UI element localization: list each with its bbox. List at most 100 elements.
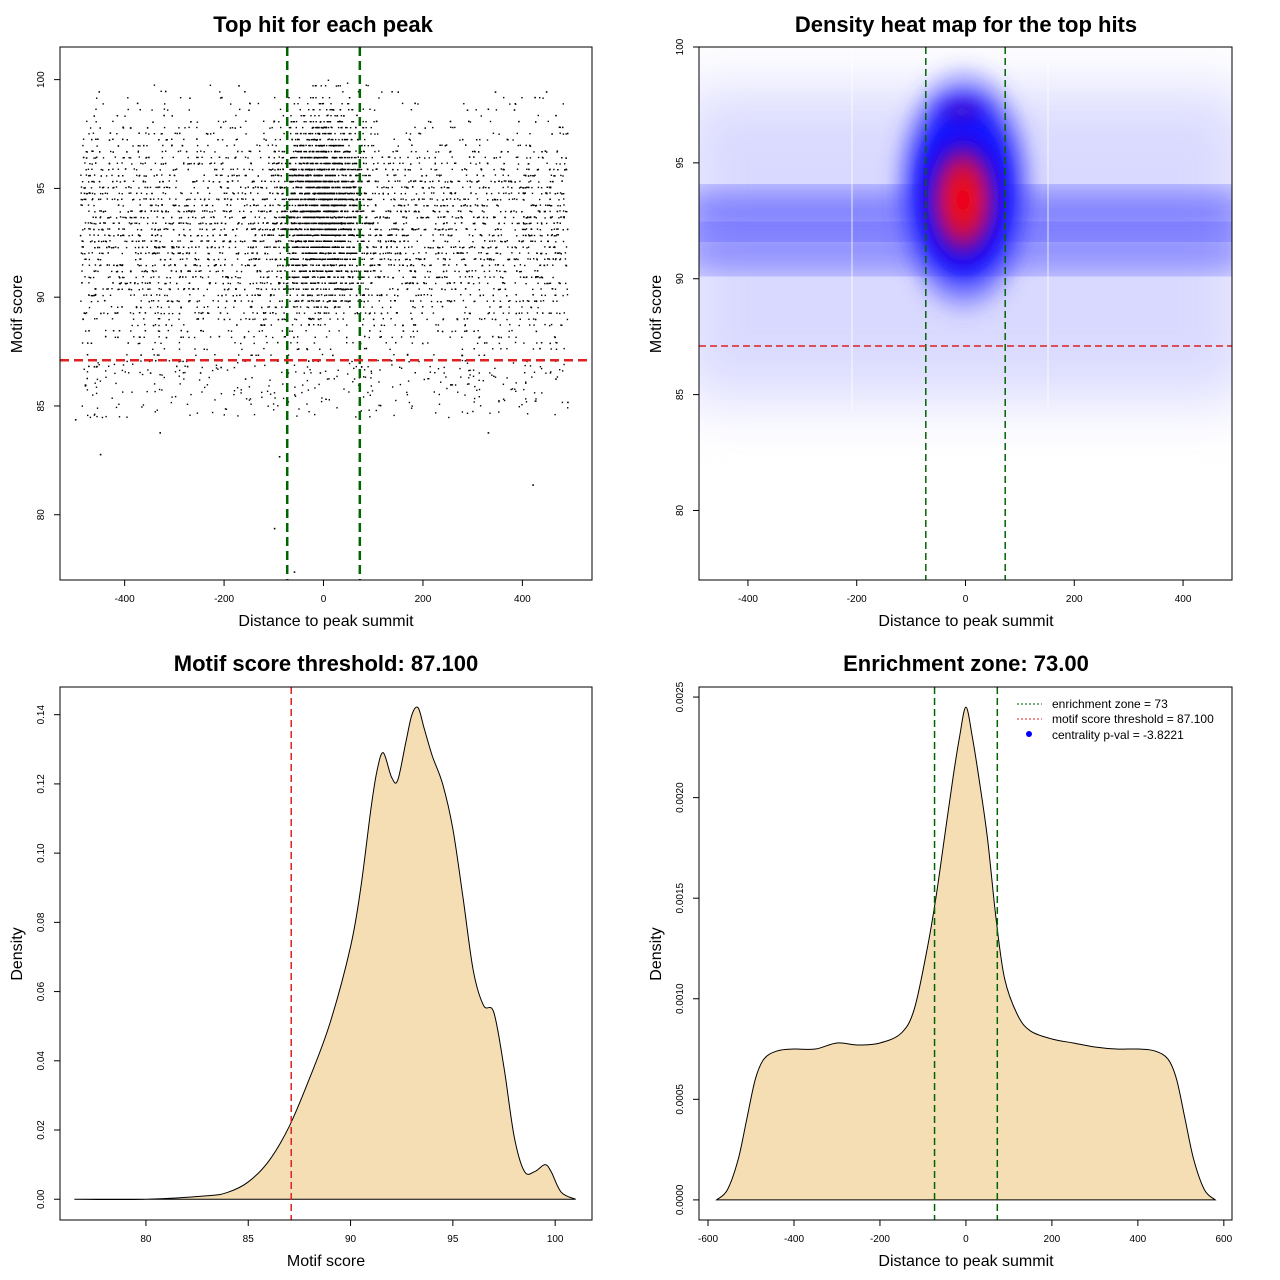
scatter-point [469,294,472,296]
scatter-point [144,186,146,189]
scatter-point [532,175,534,177]
scatter-point [389,210,392,212]
scatter-point [137,151,139,153]
scatter-point [182,246,185,248]
scatter-point [514,103,516,105]
scatter-point [554,193,557,195]
scatter-point [257,204,259,206]
scatter-point [217,120,220,123]
scatter-point [250,228,253,230]
scatter-point [155,186,157,189]
scatter-point [536,169,539,171]
scatter-point [489,240,491,242]
scatter-point [228,288,230,290]
scatter-point [536,222,539,224]
scatter-point [494,216,496,219]
scatter-point [451,228,453,230]
scatter-point [192,181,194,183]
scatter-point [450,301,452,303]
scatter-point [182,253,184,255]
scatter-point [256,252,258,254]
scatter-point [93,157,95,159]
scatter-point [387,258,390,260]
scatter-point [374,270,376,272]
scatter-point [537,306,539,309]
scatter-point [484,318,486,320]
scatter-point [510,210,513,212]
scatter-point [397,145,399,147]
scatter-point [331,162,334,165]
scatter-point [140,252,142,254]
scatter-point [81,282,83,284]
scatter-point [516,270,518,272]
scatter-point [217,300,219,302]
scatter-point [81,204,83,206]
scatter-point [363,264,365,266]
scatter-point [167,252,169,254]
scatter-point [496,199,499,201]
scatter-point [277,228,279,230]
scatter-point [281,193,283,195]
scatter-point [391,234,393,236]
scatter-point [240,270,243,273]
scatter-point [262,222,264,224]
scatter-point [489,372,491,374]
scatter-point [516,132,518,135]
scatter-point [294,150,297,152]
scatter-point [561,180,563,182]
scatter-point [283,205,285,207]
scatter-point [414,270,416,272]
scatter-point [442,199,444,201]
scatter-point [178,276,181,279]
scatter-point [82,138,85,140]
scatter-point [330,126,332,128]
scatter-point [244,156,247,158]
scatter-point [226,210,228,213]
scatter-point [226,204,228,206]
scatter-point [397,229,400,231]
scatter-point [372,258,374,260]
scatter-point [152,121,154,123]
scatter-point [135,252,137,254]
scatter-point [176,282,178,285]
scatter-point [512,216,515,219]
scatter-point [344,216,346,219]
scatter-point [257,210,260,212]
scatter-point [212,300,214,302]
scatter-point [209,211,211,213]
scatter-point [165,162,167,165]
scatter-point [188,109,190,111]
scatter-point [405,252,407,255]
scatter-point [423,282,426,285]
scatter-point [305,282,307,284]
scatter-point [529,133,531,135]
scatter-point [508,330,510,332]
scatter-point [365,347,368,350]
scatter-point [270,294,273,296]
scatter-point [465,264,467,266]
scatter-point [493,300,495,302]
scatter-point [85,312,88,314]
scatter-point [91,222,93,225]
scatter-point [273,222,275,225]
scatter-point [446,198,448,200]
scatter-point [403,204,406,207]
scatter-point [143,217,145,219]
scatter-point [541,193,543,195]
scatter-point [471,270,473,272]
scatter-point [227,181,229,183]
scatter-point [271,126,273,129]
scatter-point [322,127,324,129]
scatter-point [139,371,141,374]
scatter-point [120,235,122,237]
scatter-point [461,258,463,261]
scatter-point [157,300,160,302]
scatter-point [288,288,290,290]
scatter-point [230,198,232,201]
scatter-point [90,187,93,189]
scatter-point [225,300,228,302]
scatter-point [360,282,362,284]
scatter-point [350,174,352,177]
scatter-point [533,258,535,260]
scatter-point [314,336,316,338]
